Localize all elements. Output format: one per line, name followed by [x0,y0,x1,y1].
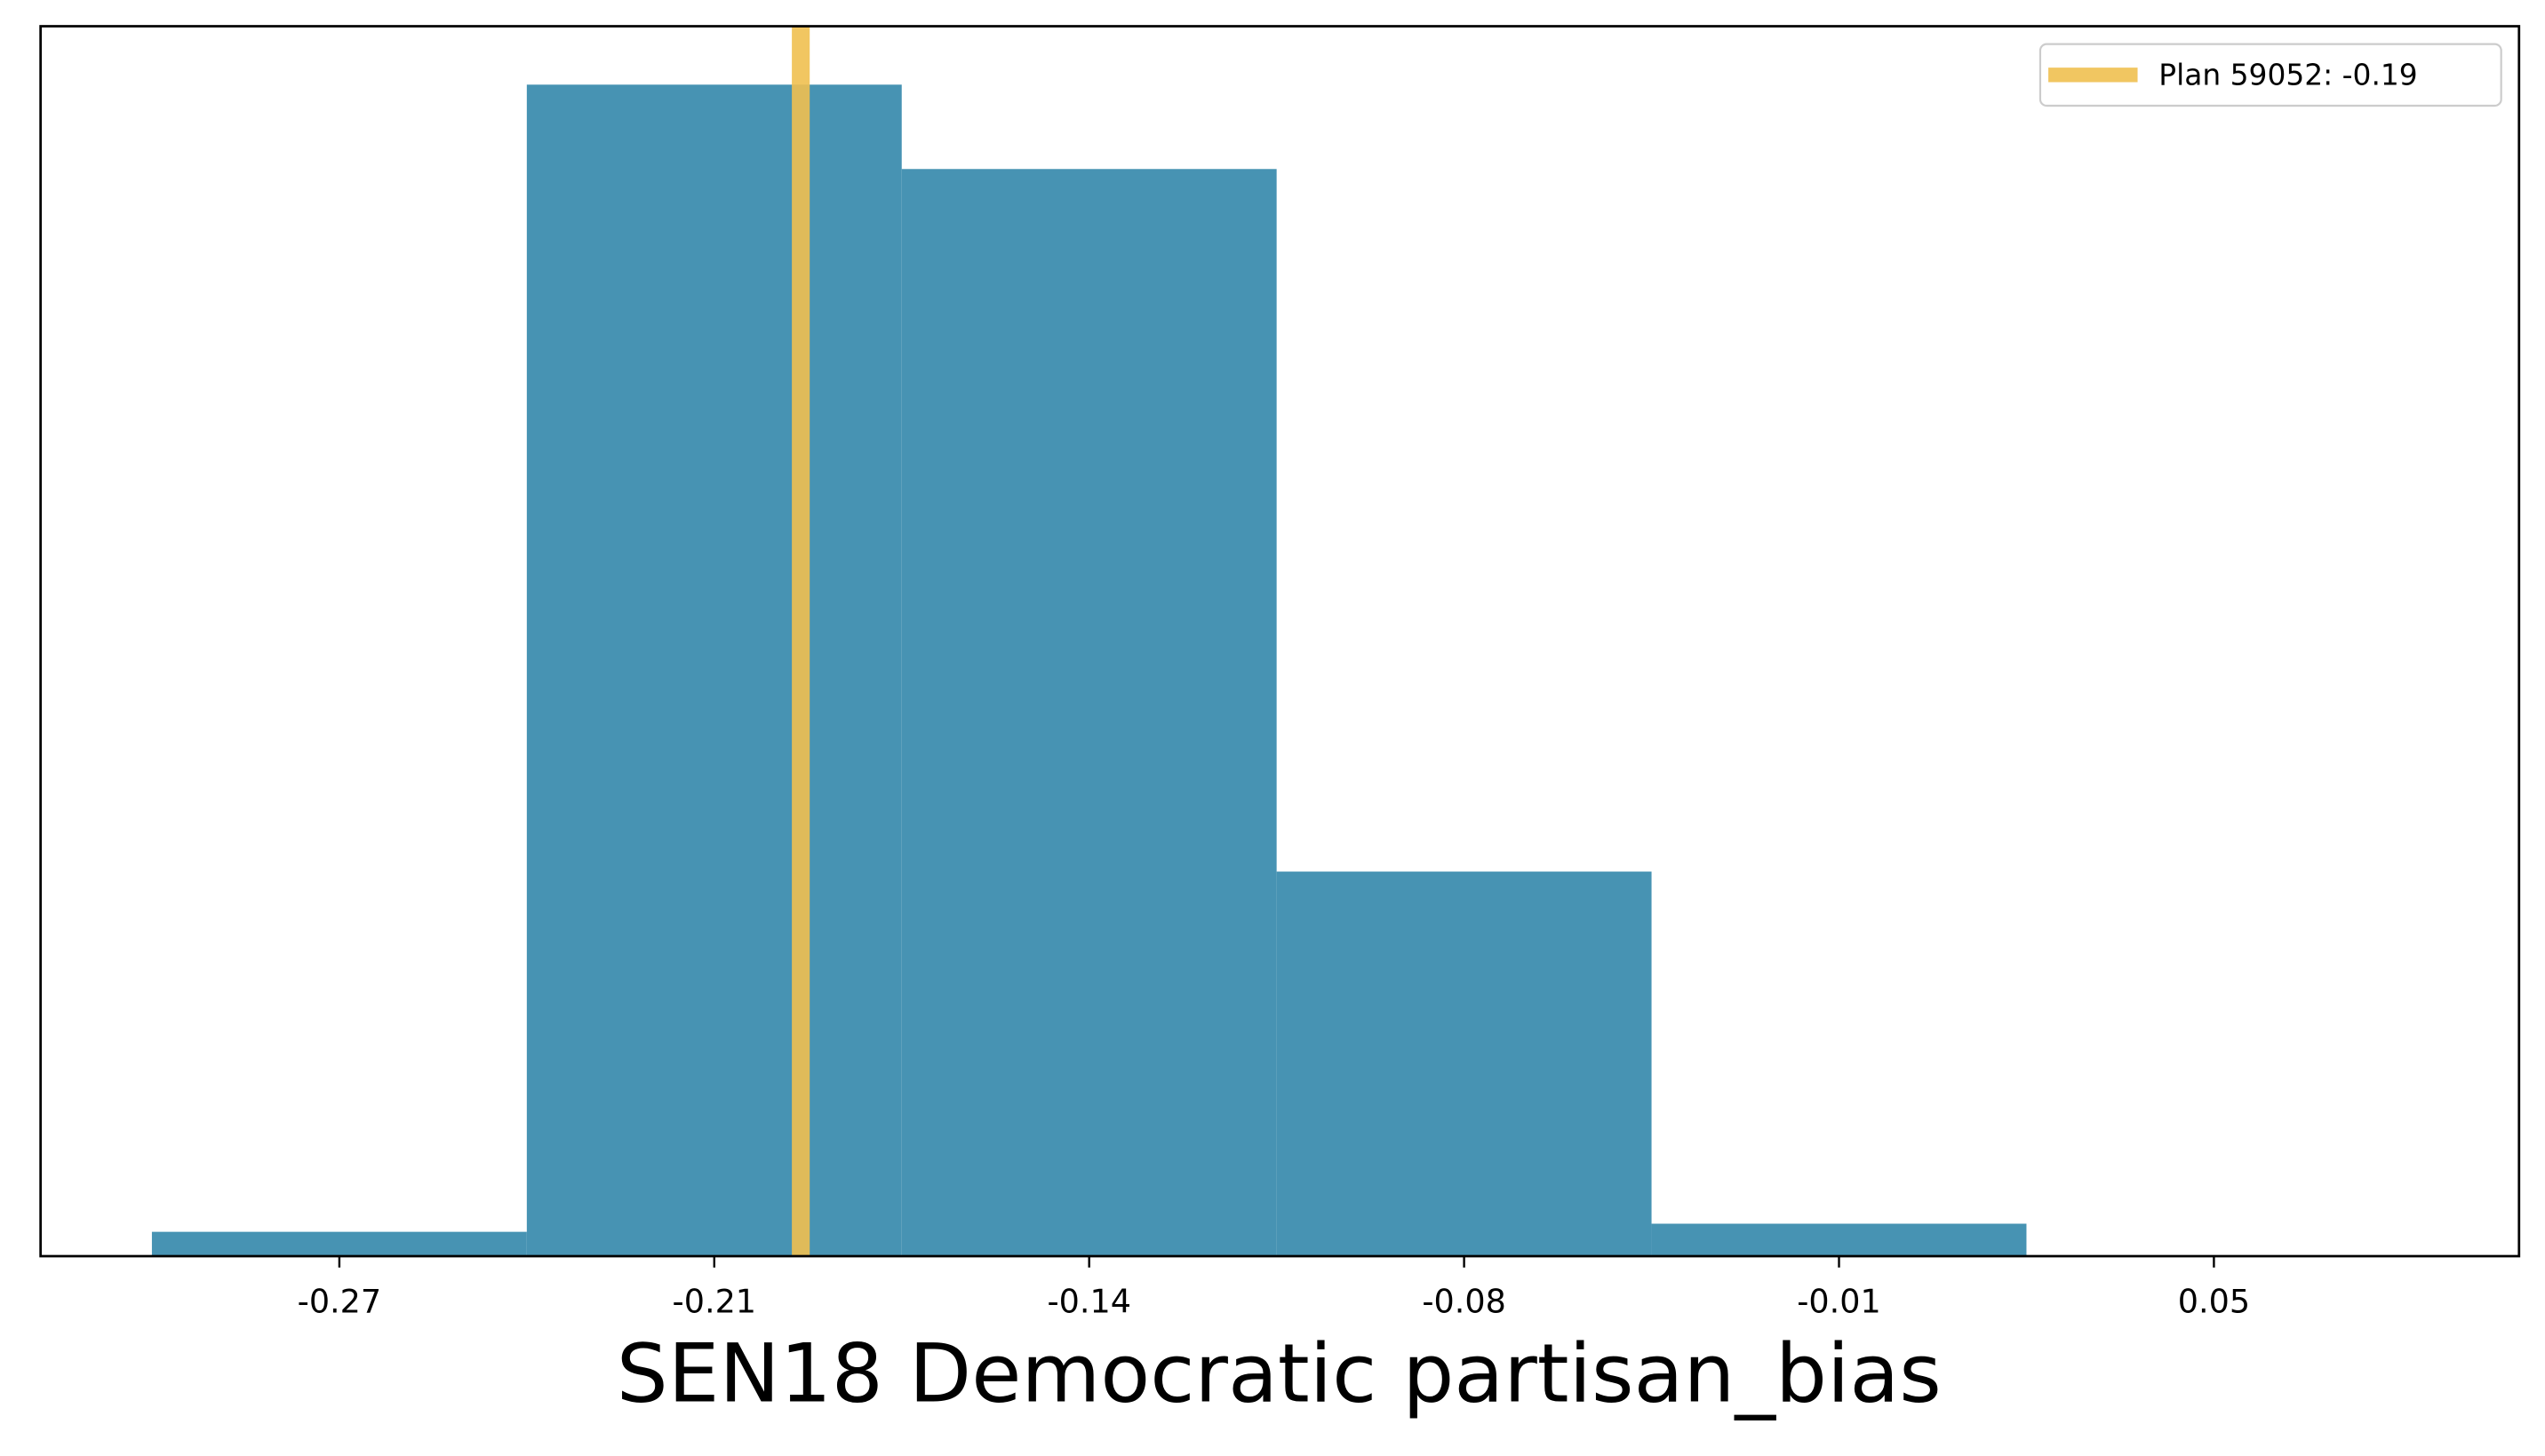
x-tick-label: -0.21 [673,1283,756,1321]
bar [901,169,1277,1257]
x-tick-label: -0.08 [1422,1283,1505,1321]
x-tick-label: 0.05 [2178,1283,2250,1321]
x-tick-label: -0.14 [1047,1283,1130,1321]
bar [1651,1223,2027,1257]
x-axis-label: SEN18 Democratic partisan_bias [617,1326,1942,1421]
x-tick-label: -0.27 [298,1283,381,1321]
legend-box [2038,43,2502,107]
bar [526,84,902,1257]
bar [151,1231,527,1257]
legend-label: Plan 59052: -0.19 [2158,58,2417,92]
axes-frame [39,25,2521,1258]
bar [1276,871,1652,1257]
x-tick-label: -0.01 [1797,1283,1880,1321]
